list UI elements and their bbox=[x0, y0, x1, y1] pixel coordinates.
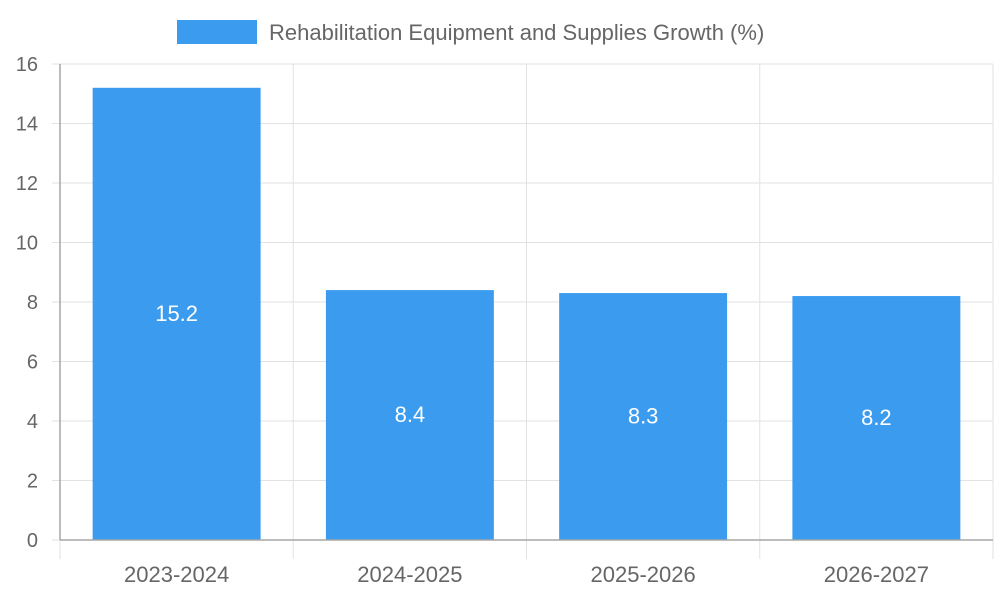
labels: 0 2 4 6 8 10 12 14 16 15.2 2023-2024 8.4 2024-2025 8.… bbox=[16, 54, 929, 587]
legend-label[interactable]: Rehabilitation Equipment and Supplies Gr… bbox=[269, 20, 764, 45]
bars bbox=[92, 87, 961, 541]
legend-swatch[interactable] bbox=[177, 20, 257, 44]
x-tick-label: 2023-2024 bbox=[124, 562, 229, 587]
y-tick-label: 4 bbox=[27, 411, 38, 433]
bar[interactable] bbox=[559, 293, 728, 540]
y-tick-label: 10 bbox=[16, 233, 38, 255]
y-tick-label: 14 bbox=[16, 114, 38, 136]
axes bbox=[52, 63, 994, 559]
x-tick-label: 2026-2027 bbox=[824, 562, 929, 587]
x-tick-label: 2024-2025 bbox=[357, 562, 462, 587]
y-tick-label: 2 bbox=[27, 471, 38, 493]
bar[interactable] bbox=[325, 290, 494, 540]
y-tick-label: 12 bbox=[16, 173, 38, 195]
bar-data-label: 15.2 bbox=[155, 301, 198, 326]
bar-data-label: 8.4 bbox=[395, 402, 426, 427]
y-tick-label: 16 bbox=[16, 54, 38, 76]
y-tick-label: 6 bbox=[27, 352, 38, 374]
y-tick-label: 8 bbox=[27, 292, 38, 314]
legend[interactable]: Rehabilitation Equipment and Supplies Gr… bbox=[177, 20, 764, 45]
bar[interactable] bbox=[792, 296, 961, 540]
bar-data-label: 8.3 bbox=[628, 404, 659, 429]
y-tick-label: 0 bbox=[27, 530, 38, 552]
x-tick-label: 2025-2026 bbox=[591, 562, 696, 587]
bar-data-label: 8.2 bbox=[861, 405, 892, 430]
bar[interactable] bbox=[92, 87, 261, 541]
